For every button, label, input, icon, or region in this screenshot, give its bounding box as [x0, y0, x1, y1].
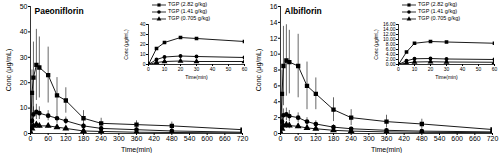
svg-text:60: 60 — [492, 66, 498, 72]
svg-text:240: 240 — [95, 135, 107, 142]
svg-text:16.00: 16.00 — [383, 21, 396, 27]
svg-text:10: 10 — [20, 104, 28, 111]
svg-text:360: 360 — [131, 135, 143, 142]
svg-text:600: 600 — [451, 135, 463, 142]
svg-text:30: 30 — [20, 54, 28, 61]
svg-text:Paeoniflorin: Paeoniflorin — [35, 6, 84, 16]
svg-text:480: 480 — [416, 135, 428, 142]
svg-text:40: 40 — [210, 66, 216, 72]
svg-text:12: 12 — [270, 34, 278, 41]
svg-text:Conc (μg/mL): Conc (μg/mL) — [5, 49, 13, 92]
svg-text:2: 2 — [274, 114, 278, 121]
svg-text:Time(min): Time(min) — [435, 74, 458, 80]
html-text:TGP (2.82 g/kg): TGP (2.82 g/kg) — [418, 1, 457, 7]
svg-text:60: 60 — [294, 135, 302, 142]
svg-text:660: 660 — [469, 135, 481, 142]
svg-text:Conc (μg/mL): Conc (μg/mL) — [123, 29, 129, 60]
svg-text:420: 420 — [398, 135, 410, 142]
svg-text:30: 30 — [444, 66, 450, 72]
svg-text:10: 10 — [412, 66, 418, 72]
svg-text:Time(min): Time(min) — [121, 146, 152, 153]
svg-text:600: 600 — [201, 135, 213, 142]
svg-text:8.00: 8.00 — [385, 41, 396, 48]
svg-text:16: 16 — [270, 3, 278, 10]
svg-text:10: 10 — [270, 50, 278, 57]
svg-text:10: 10 — [140, 51, 146, 57]
svg-text:60: 60 — [242, 66, 248, 72]
svg-text:30: 30 — [140, 31, 146, 37]
html-text:TGP (0.705 g/kg): TGP (0.705 g/kg) — [168, 15, 211, 21]
svg-text:40: 40 — [20, 28, 28, 35]
svg-text:8: 8 — [274, 66, 278, 73]
svg-text:50: 50 — [20, 3, 28, 10]
svg-text:660: 660 — [219, 135, 231, 142]
svg-text:360: 360 — [381, 135, 393, 142]
svg-text:120: 120 — [60, 135, 72, 142]
svg-text:0: 0 — [397, 66, 400, 72]
svg-text:Conc (μg/mL): Conc (μg/mL) — [255, 49, 263, 92]
svg-text:14: 14 — [270, 19, 278, 26]
svg-text:720: 720 — [487, 135, 499, 142]
html-text:TGP (1.41 g/kg): TGP (1.41 g/kg) — [418, 8, 457, 14]
svg-text:240: 240 — [345, 135, 357, 142]
svg-text:40: 40 — [460, 66, 466, 72]
svg-text:180: 180 — [78, 135, 90, 142]
svg-text:0: 0 — [147, 66, 150, 72]
svg-text:50: 50 — [226, 66, 232, 72]
svg-text:Conc (μg/mL): Conc (μg/mL) — [373, 29, 379, 60]
svg-text:20: 20 — [428, 66, 434, 72]
svg-text:0: 0 — [279, 135, 283, 142]
html-text:TGP (2.82 g/kg): TGP (2.82 g/kg) — [168, 1, 207, 7]
svg-text:6: 6 — [274, 82, 278, 89]
html-text:TGP (1.41 g/kg): TGP (1.41 g/kg) — [168, 8, 207, 14]
svg-text:50: 50 — [476, 66, 482, 72]
svg-text:300: 300 — [363, 135, 375, 142]
svg-text:0: 0 — [29, 135, 33, 142]
svg-text:420: 420 — [148, 135, 160, 142]
svg-text:Albiflorin: Albiflorin — [285, 6, 322, 16]
svg-text:0.00: 0.00 — [385, 61, 396, 68]
svg-text:0: 0 — [274, 130, 278, 137]
svg-text:540: 540 — [434, 135, 446, 142]
svg-text:40: 40 — [140, 21, 146, 27]
svg-text:20: 20 — [178, 66, 184, 72]
svg-text:20: 20 — [140, 41, 146, 47]
svg-text:10: 10 — [162, 66, 168, 72]
svg-text:Time(min): Time(min) — [371, 146, 402, 153]
svg-text:0: 0 — [24, 130, 28, 137]
svg-text:2.00: 2.00 — [385, 56, 396, 63]
svg-text:300: 300 — [113, 135, 125, 142]
svg-text:540: 540 — [184, 135, 196, 142]
svg-text:480: 480 — [166, 135, 178, 142]
svg-text:30: 30 — [194, 66, 200, 72]
svg-text:60: 60 — [44, 135, 52, 142]
svg-text:14.00: 14.00 — [383, 26, 396, 33]
html-text:TGP (0.705 g/kg): TGP (0.705 g/kg) — [418, 15, 461, 21]
svg-text:20: 20 — [20, 79, 28, 86]
svg-text:10.00: 10.00 — [383, 36, 396, 43]
svg-text:12.00: 12.00 — [383, 31, 396, 38]
svg-text:4.00: 4.00 — [385, 51, 396, 58]
svg-text:0: 0 — [143, 61, 146, 67]
svg-text:Time(min): Time(min) — [185, 74, 208, 80]
svg-text:6.00: 6.00 — [385, 46, 396, 53]
svg-text:720: 720 — [237, 135, 249, 142]
svg-text:4: 4 — [274, 98, 278, 105]
svg-text:120: 120 — [310, 135, 322, 142]
svg-text:180: 180 — [328, 135, 340, 142]
